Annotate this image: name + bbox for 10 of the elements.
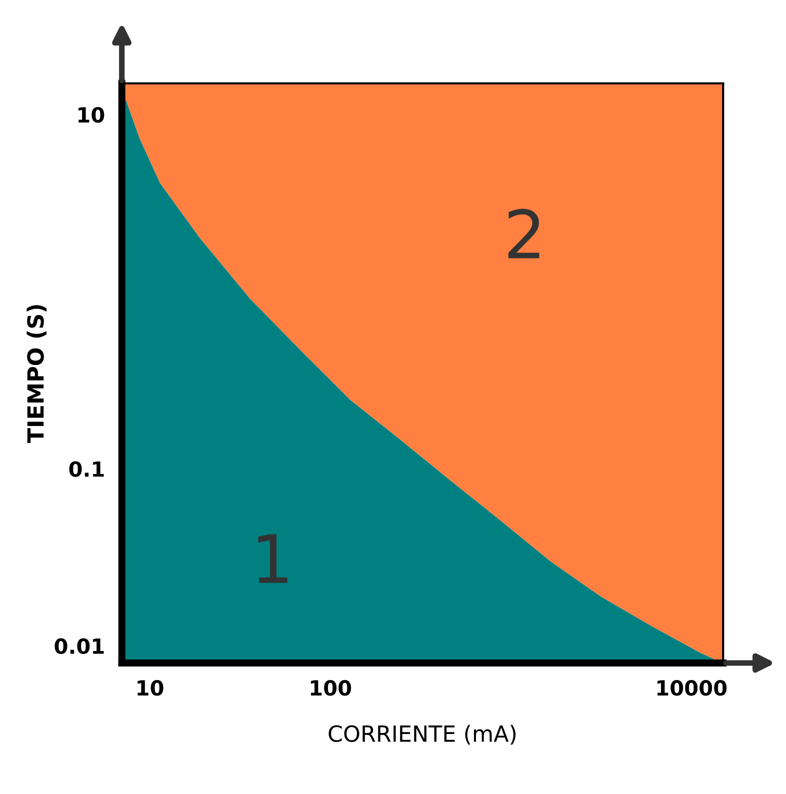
y-tick-label: 0.1 bbox=[69, 461, 104, 477]
x-tick-label: 100 bbox=[310, 680, 352, 696]
y-tick-label: 0.01 bbox=[54, 638, 104, 654]
annotation: 2 bbox=[508, 208, 540, 258]
y-tick-label: 10 bbox=[78, 107, 104, 123]
x-tick-label: 10 bbox=[138, 680, 164, 696]
x-axis-title: CORRIENTE (mA) bbox=[328, 724, 516, 745]
x-tick-label: 10000 bbox=[657, 680, 727, 696]
annotation: 1 bbox=[258, 534, 288, 583]
y-axis-title: TIEMPO (S) bbox=[26, 305, 47, 444]
